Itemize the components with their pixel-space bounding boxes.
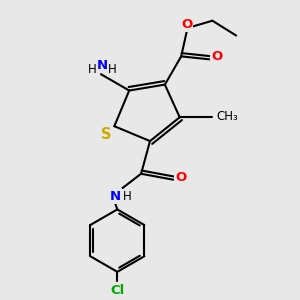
Text: S: S — [101, 127, 111, 142]
Text: O: O — [181, 18, 192, 31]
Text: O: O — [211, 50, 223, 64]
Text: O: O — [175, 171, 186, 184]
Text: Cl: Cl — [110, 284, 124, 297]
Text: N: N — [110, 190, 121, 202]
Text: H: H — [123, 190, 132, 202]
Text: N: N — [97, 59, 108, 72]
Text: CH₃: CH₃ — [216, 110, 238, 123]
Text: H: H — [108, 63, 116, 76]
Text: H: H — [88, 63, 96, 76]
